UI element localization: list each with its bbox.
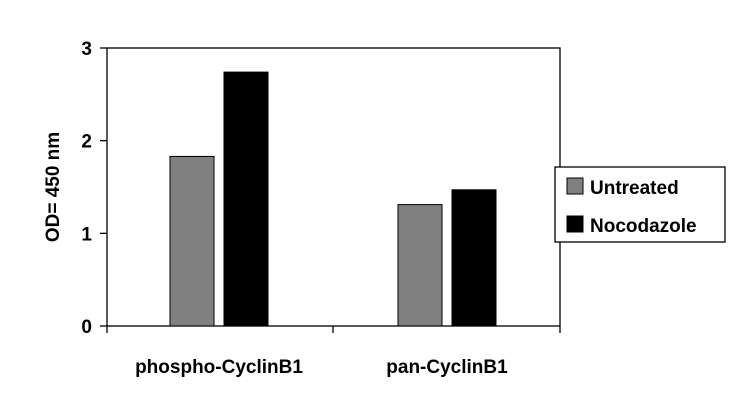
bars	[169, 71, 497, 327]
bar-nocodazole-pan-cyclinb1	[451, 189, 497, 327]
x-tick-label: phospho-CyclinB1	[135, 357, 303, 378]
y-tick-label: 1	[81, 224, 92, 245]
y-tick-label: 3	[81, 39, 92, 60]
legend-label-untreated: Untreated	[590, 178, 679, 199]
bar-nocodazole-phospho-cyclinb1	[223, 71, 269, 327]
legend-label-nocodazole: Nocodazole	[590, 216, 697, 237]
legend: Untreated Nocodazole	[554, 166, 726, 243]
axes: 0 1 2 3 phospho-CyclinB1 pan-CyclinB1	[81, 39, 561, 378]
bar-untreated-pan-cyclinb1	[397, 204, 443, 327]
bar-untreated-phospho-cyclinb1	[169, 155, 215, 327]
legend-swatch-nocodazole	[566, 215, 584, 233]
x-tick-label: pan-CyclinB1	[386, 357, 508, 378]
y-axis-title: OD= 450 nm	[43, 132, 64, 242]
y-tick-label: 0	[81, 317, 92, 338]
y-tick-label: 2	[81, 132, 92, 153]
legend-swatch-untreated	[566, 177, 584, 195]
